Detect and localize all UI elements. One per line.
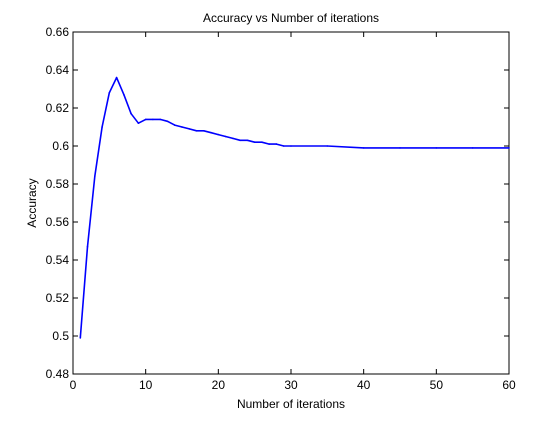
y-tick-label: 0.58 [46, 177, 70, 191]
plot-area [72, 31, 510, 375]
series-point [166, 120, 169, 123]
axis-tick-labels: 0 10 20 30 40 50 60 0.48 0.5 0.52 0.54 0.56 0.58 0.6 0… [46, 25, 516, 392]
series-point [137, 122, 140, 124]
series-point [159, 118, 161, 121]
series-point [79, 337, 82, 339]
y-tick-label: 0.64 [46, 63, 70, 77]
series-point-marks [79, 76, 510, 339]
series-point [173, 124, 176, 126]
y-tick-label: 0.62 [46, 101, 70, 115]
series-point [217, 133, 220, 136]
series-point [86, 245, 89, 248]
chart-title: Accuracy vs Number of iterations [203, 11, 379, 25]
series-point [362, 147, 365, 149]
series-point [130, 112, 132, 115]
series-point [239, 139, 241, 142]
x-tick-label: 50 [430, 378, 444, 392]
series-point [508, 147, 510, 149]
series-point [108, 92, 111, 94]
series-point [399, 147, 401, 149]
series-point [326, 145, 329, 147]
series-point [253, 141, 256, 143]
axis-ticks [72, 31, 510, 375]
series-point [261, 141, 263, 143]
y-tick-label: 0.66 [46, 25, 70, 39]
series-point [210, 131, 212, 134]
x-tick-label: 30 [284, 378, 298, 392]
y-tick-label: 0.52 [46, 291, 70, 305]
series-point [144, 118, 147, 121]
y-tick-label: 0.56 [46, 215, 70, 229]
series-point [282, 145, 285, 147]
y-tick-label: 0.54 [46, 253, 70, 267]
x-tick-label: 0 [70, 378, 77, 392]
series-point [101, 126, 103, 128]
series-point [435, 147, 438, 149]
series-point [181, 126, 183, 128]
series-point [195, 130, 198, 132]
x-tick-label: 60 [502, 378, 516, 392]
x-tick-label: 40 [357, 378, 371, 392]
series-point [268, 143, 271, 145]
series-point [246, 139, 249, 142]
y-axis-label: Accuracy [25, 178, 39, 227]
series-point [232, 137, 234, 140]
series-point [123, 93, 125, 96]
y-tick-label: 0.6 [52, 139, 69, 153]
y-tick-label: 0.5 [52, 329, 69, 343]
x-tick-label: 20 [212, 378, 226, 392]
y-tick-label: 0.48 [46, 367, 70, 381]
x-tick-label: 10 [139, 378, 153, 392]
series-point [188, 128, 191, 130]
series-point [152, 118, 154, 121]
series-point [224, 135, 227, 138]
series-point [115, 76, 118, 79]
series-point [290, 145, 292, 147]
series-point [275, 143, 278, 145]
x-axis-label: Number of iterations [237, 397, 345, 411]
series-point [471, 147, 474, 149]
accuracy-series-line [79, 76, 509, 338]
series-point [203, 130, 205, 132]
series-point [94, 175, 96, 178]
